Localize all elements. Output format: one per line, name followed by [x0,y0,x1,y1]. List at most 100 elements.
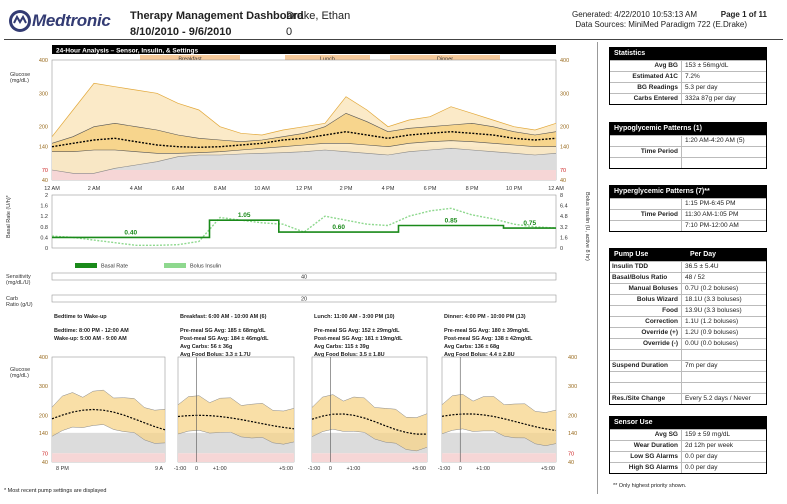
meal-period-stat: Avg Food Bolus: 3.5 ± 1.8U [314,352,385,358]
meal-tag-label: Lunch [320,57,335,63]
meal-period-stat: Avg Food Bolus: 3.3 ± 1.7U [180,352,251,358]
meal-x-tick: -1:00 [308,466,321,472]
hypo-label [610,136,682,146]
pump-use-value: 36.5 ± 5.4U [685,263,719,270]
glucose-x-tick: 10 PM [506,186,522,192]
meal-y-tick: 40 [42,460,48,466]
glucose-x-tick: 10 AM [254,186,270,192]
meal-lower-line [51,424,166,444]
pump-use-label [610,383,682,393]
date-range: 8/10/2010 - 9/6/2010 [130,26,232,38]
statistics-panel: Statistics Avg BG 153 ± 56mg/dL Estimated … [609,47,767,105]
basal-y-tick: 1.6 [40,204,48,210]
hyper-label [610,221,682,231]
statistics-row: BG Readings 5.3 per day [610,82,766,93]
meal-period-stat: Avg Carbs: 136 ± 68g [444,344,499,350]
meal-tag-label: Breakfast [178,57,202,63]
hypo-label [610,158,682,168]
hyper-title: Hyperglycemic Patterns (7)** [610,186,766,198]
meal-period-title: Bedtime to Wake-up [54,314,107,320]
basal-rate-line [52,219,556,239]
meal-x-tick: +5:00 [541,466,555,472]
pump-use-label: Override (-) [610,339,682,349]
pump-use-value: 0.0U (0.0 boluses) [685,340,739,347]
hyper-row: Time Period 11:30 AM-1:05 PM [610,209,766,220]
sensor-use-label: Avg SG [610,430,682,440]
meal-period-stat: Pre-meal SG Avg: 185 ± 68mg/dL [180,328,266,334]
pump-use-label: Manual Boluses [610,284,682,294]
pump-use-title: Pump Use [614,251,649,258]
meal-period-stat: Wake-up: 5:00 AM - 9:00 AM [54,336,127,342]
glucose-x-tick: 12 PM [296,186,312,192]
statistics-row: Avg BG 153 ± 56mg/dL [610,60,766,71]
page-title: Therapy Management Dashboard [130,10,304,22]
bolus-y-tick: 0 [560,246,563,252]
pump-use-label: Override (+) [610,328,682,338]
meal-upper-line [177,395,295,412]
basal-rate-label: 1.05 [238,212,251,219]
meal-y-label-line: Glucose [10,367,30,373]
pump-use-label: Bolus Wizard [610,295,682,305]
glucose-x-tick: 6 PM [424,186,437,192]
meal-y-tick: 140 [39,431,48,437]
meal-low-band [442,453,556,462]
pump-use-row: Res./Site Change Every 5.2 days / Never [610,393,766,404]
meal-x-tick: +1:00 [346,466,360,472]
meal-upper-line [311,394,428,418]
patient-name: Drake, Ethan [286,10,351,22]
meal-y-tick-right: 300 [568,384,577,390]
pump-use-value: 18.1U (3.3 boluses) [685,296,742,303]
basal-y-label: Basal Rate (U/h)* [6,194,12,238]
meal-target-band [52,432,165,454]
meal-low-band [52,453,165,462]
pump-use-row: Manual Boluses 0.7U (0.2 boluses) [610,283,766,294]
sensor-use-label: Wear Duration [610,441,682,451]
setting-unit: (mg/dL/U) [6,280,31,286]
meal-tag [140,55,240,62]
pump-use-label: Insulin TDD [610,262,682,272]
sensor-use-row: Wear Duration 2d 12h per week [610,440,766,451]
statistics-row: Carbs Entered 332a 87g per day [610,93,766,104]
bolus-y-tick: 4.8 [560,214,568,220]
legend-basal-label: Basal Rate [101,264,128,270]
pump-use-row: Override (-) 0.0U (0.0 boluses) [610,338,766,349]
medtronic-logo-icon [9,10,31,32]
statistics-label: BG Readings [610,83,682,93]
meal-period-stat: Avg Carbs: 56 ± 36g [180,344,232,350]
pump-use-value [682,350,766,360]
bolus-insulin-line [51,207,557,246]
meal-x-tick: 0 [459,466,462,472]
legend-bolus-label: Bolus Insulin [190,264,221,270]
meal-y-tick-right: 140 [568,431,577,437]
glucose-x-tick: 12 AM [548,186,564,192]
meal-x-tick: 0 [329,466,332,472]
meal-lower-line [441,428,557,446]
meal-period-stat: Avg Food Bolus: 4.4 ± 2.8U [444,352,515,358]
setting-value: 40 [301,275,307,281]
glucose-y-tick-right: 200 [560,125,569,131]
meal-period-stat: Post-meal SG Avg: 184 ± 46mg/dL [180,336,269,342]
hypo-row: 1:20 AM-4:20 AM (5) [610,135,766,146]
sensor-use-value: 2d 12h per week [685,442,734,449]
bolus-y-tick: 3.2 [560,225,568,231]
pump-use-value [682,383,766,393]
generated-timestamp: Generated: 4/22/2010 10:53:13 AM [572,10,697,19]
glucose-upper-line [51,82,557,137]
basal-rate-label: 0.40 [124,229,137,236]
basal-rate-label: 0.85 [445,217,458,224]
meal-lower-line [177,430,295,445]
pump-use-row: Food 13.9U (3.3 boluses) [610,305,766,316]
meal-x-tick: 0 [195,466,198,472]
pump-use-row: Override (+) 1.2U (0.9 boluses) [610,327,766,338]
meal-period-stat: Bedtime: 8:00 PM - 12:00 AM [54,328,129,334]
statistics-label: Estimated A1C [610,72,682,82]
basal-rate-label: 0.75 [523,220,536,227]
glucose-q25-line [52,140,556,154]
meal-y-label: Glucose (mg/dL) [10,367,30,379]
pump-use-value: 48 / 52 [685,274,705,281]
insulin-plot-frame [51,194,557,249]
sensor-use-row: High SG Alarms 0.0 per day [610,462,766,473]
glucose-y-label-line: (mg/dL) [10,78,29,84]
pump-use-value: 1.1U (1.2 boluses) [685,318,739,325]
meal-low-band [178,453,294,462]
